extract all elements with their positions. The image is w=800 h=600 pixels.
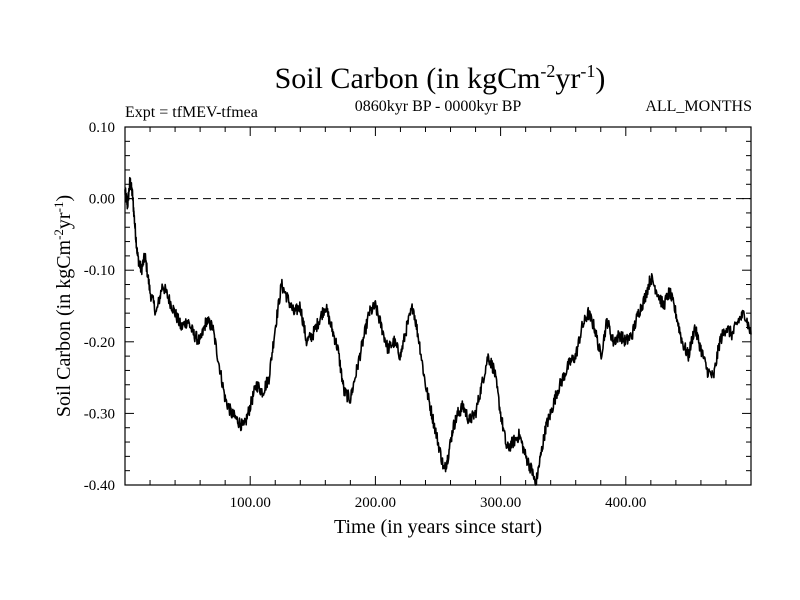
subtitle-experiment: Expt = tfMEV-tfmea: [125, 104, 258, 121]
plot-area: [124, 126, 752, 486]
x-tick-label: 300.00: [480, 495, 521, 511]
x-tick-label: 200.00: [355, 495, 396, 511]
subtitle-period: 0860kyr BP - 0000kyr BP: [355, 98, 522, 115]
chart-title: Soil Carbon (in kgCm-2yr-1): [275, 61, 606, 95]
x-tick-label: 100.00: [230, 495, 271, 511]
y-axis-label: Soil Carbon (in kgCm-2yr-1): [51, 195, 75, 417]
y-tick-label: 0.10: [89, 120, 115, 136]
series-line-soil-carbon: [124, 176, 752, 486]
y-tick-label: -0.10: [84, 263, 115, 279]
x-axis-label: Time (in years since start): [334, 516, 542, 538]
y-tick-label: -0.40: [84, 478, 115, 494]
y-tick-label: -0.20: [84, 335, 115, 351]
y-tick-label: -0.30: [84, 406, 115, 422]
subtitle-months: ALL_MONTHS: [645, 98, 752, 115]
y-tick-label: 0.00: [89, 192, 115, 208]
x-tick-label: 400.00: [605, 495, 646, 511]
